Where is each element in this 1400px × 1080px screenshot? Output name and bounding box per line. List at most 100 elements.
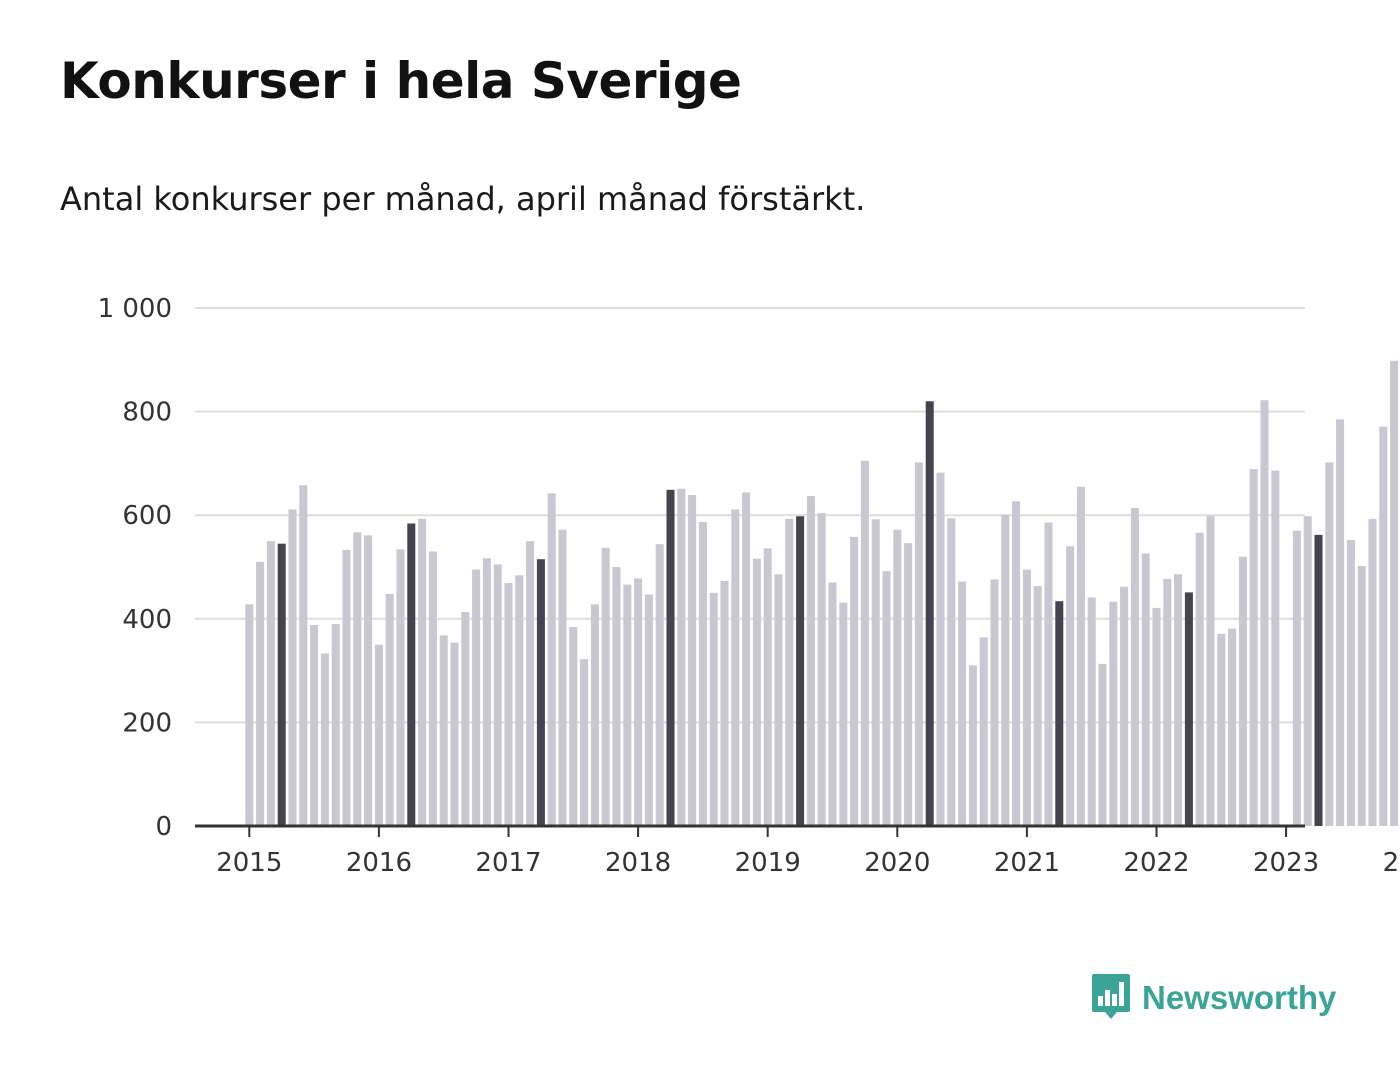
bar: 2022-07: 371 — [1217, 633, 1226, 826]
bar: 2017-08: 322 — [580, 659, 589, 826]
bar: 2022-03: 486 — [1174, 574, 1183, 826]
bar-april: 2017-04: 515 — [536, 559, 545, 826]
bar: 2023-08: 502 — [1357, 565, 1366, 826]
bar: 2021-06: 655 — [1076, 486, 1085, 826]
bar: 2021-12: 526 — [1141, 553, 1150, 826]
bar: 2019-03: 593 — [785, 518, 794, 826]
bar: 2016-11: 517 — [482, 558, 491, 826]
x-tick-label: 2020 — [864, 848, 930, 878]
x-tick-label: 2024 — [1383, 848, 1400, 878]
bar: 2016-07: 368 — [439, 635, 448, 826]
bar: 2016-02: 448 — [385, 593, 394, 826]
x-tick-label: 2022 — [1123, 848, 1189, 878]
bar: 2016-12: 505 — [493, 564, 502, 826]
y-tick-label: 0 — [155, 812, 172, 842]
bar: 2023-10: 771 — [1379, 426, 1388, 826]
bar: 2022-12: 686 — [1271, 470, 1280, 826]
bar: 2015-05: 611 — [288, 509, 297, 826]
bar: 2018-02: 447 — [644, 594, 653, 826]
bar: 2019-06: 604 — [817, 513, 826, 826]
bar: 2018-08: 450 — [709, 592, 718, 826]
bar: 2018-12: 516 — [752, 558, 761, 826]
bar: 2018-11: 644 — [742, 492, 751, 826]
bar: 2023-03: 598 — [1303, 516, 1312, 826]
bar: 2019-11: 592 — [871, 519, 880, 826]
bar: 2016-09: 413 — [461, 612, 470, 826]
y-tick-label: 200 — [122, 708, 172, 738]
newsworthy-logo: Newsworthy — [1090, 972, 1336, 1024]
bar: 2023-05: 702 — [1325, 462, 1334, 826]
bar: 2016-08: 354 — [450, 642, 459, 826]
bar-chart-speech-bubble-icon — [1090, 972, 1132, 1024]
bar: 2015-09: 390 — [331, 623, 340, 826]
bar: 2022-10: 689 — [1249, 469, 1258, 826]
bar: 2019-08: 431 — [839, 602, 848, 826]
bar: 2019-07: 470 — [828, 582, 837, 826]
bar: 2021-07: 441 — [1087, 597, 1096, 826]
bar: 2021-02: 463 — [1033, 586, 1042, 826]
bar: 2020-02: 546 — [904, 543, 913, 826]
bar: 2015-10: 533 — [342, 549, 351, 826]
bar-april: 2020-04: 820 — [925, 401, 934, 826]
bar: 2017-07: 384 — [569, 627, 578, 826]
bar: 2023-09: 593 — [1368, 518, 1377, 826]
bar: 2018-05: 651 — [677, 488, 686, 826]
bar: 2017-09: 428 — [590, 604, 599, 826]
bar: 2019-02: 486 — [774, 574, 783, 826]
bar: 2022-01: 421 — [1152, 607, 1161, 826]
bar: 2020-12: 627 — [1012, 501, 1021, 826]
bar-april: 2022-04: 451 — [1184, 592, 1193, 826]
bar: 2019-12: 492 — [882, 571, 891, 826]
bar: 2017-06: 572 — [558, 529, 567, 826]
bar: 2021-10: 462 — [1120, 586, 1129, 826]
bar: 2020-03: 702 — [914, 462, 923, 826]
bar: 2015-06: 658 — [299, 485, 308, 826]
bar: 2021-05: 540 — [1066, 546, 1075, 826]
bar: 2020-05: 682 — [936, 472, 945, 826]
bar: 2018-01: 478 — [634, 578, 643, 826]
bar: 2016-05: 593 — [418, 518, 427, 826]
bar: 2023-06: 785 — [1336, 419, 1345, 826]
bar: 2018-10: 611 — [731, 509, 740, 826]
bar-chart: 2015-01: 4282015-02: 5102015-03: 550 2015… — [98, 294, 1400, 878]
x-tick-label: 2017 — [475, 848, 541, 878]
bar: 2021-03: 586 — [1044, 522, 1053, 826]
bar: 2016-03: 534 — [396, 549, 405, 826]
bar: 2020-09: 364 — [979, 637, 988, 826]
bar: 2015-02: 510 — [256, 561, 265, 826]
bar: 2022-09: 520 — [1238, 556, 1247, 826]
chart-title: Konkurser i hela Sverige — [60, 52, 742, 110]
x-tick-label: 2023 — [1253, 848, 1319, 878]
bar: 2015-12: 561 — [364, 535, 373, 826]
bar: 2017-01: 469 — [504, 583, 513, 826]
bar: 2019-05: 637 — [806, 496, 815, 826]
bar: 2017-02: 484 — [515, 575, 524, 826]
bar: 2022-06: 599 — [1206, 515, 1215, 826]
bar: 2017-10: 537 — [601, 547, 610, 826]
bar: 2015-07: 388 — [310, 625, 319, 826]
bar: 2023-11: 898 — [1390, 360, 1399, 826]
bar-april: 2018-04: 649 — [666, 489, 675, 826]
x-tick-label: 2018 — [605, 848, 671, 878]
x-tick-label: 2015 — [216, 848, 282, 878]
brand-name: Newsworthy — [1142, 979, 1337, 1016]
bar: 2015-01: 428 — [245, 604, 254, 826]
bar: 2017-03: 550 — [526, 541, 535, 826]
bar: 2023-02: 570 — [1292, 530, 1301, 826]
bar: 2023-07: 552 — [1346, 540, 1355, 826]
y-tick-label: 600 — [122, 501, 172, 531]
bar: 2015-03: 550 — [266, 541, 275, 826]
bar: 2022-11: 822 — [1260, 400, 1269, 826]
bar-april: 2023-04: 562 — [1314, 534, 1323, 826]
bar: 2018-06: 639 — [688, 494, 697, 826]
bar: 2022-08: 381 — [1228, 628, 1237, 826]
bar: 2020-08: 310 — [968, 665, 977, 826]
bar: 2021-08: 313 — [1098, 663, 1107, 826]
y-tick-label: 1 000 — [98, 294, 172, 324]
x-tick-label: 2021 — [994, 848, 1060, 878]
bar: 2021-09: 433 — [1109, 601, 1118, 826]
bar: 2016-01: 350 — [374, 644, 383, 826]
bar: 2022-02: 477 — [1163, 578, 1172, 826]
bar: 2019-01: 536 — [763, 548, 772, 826]
y-tick-label: 400 — [122, 605, 172, 635]
